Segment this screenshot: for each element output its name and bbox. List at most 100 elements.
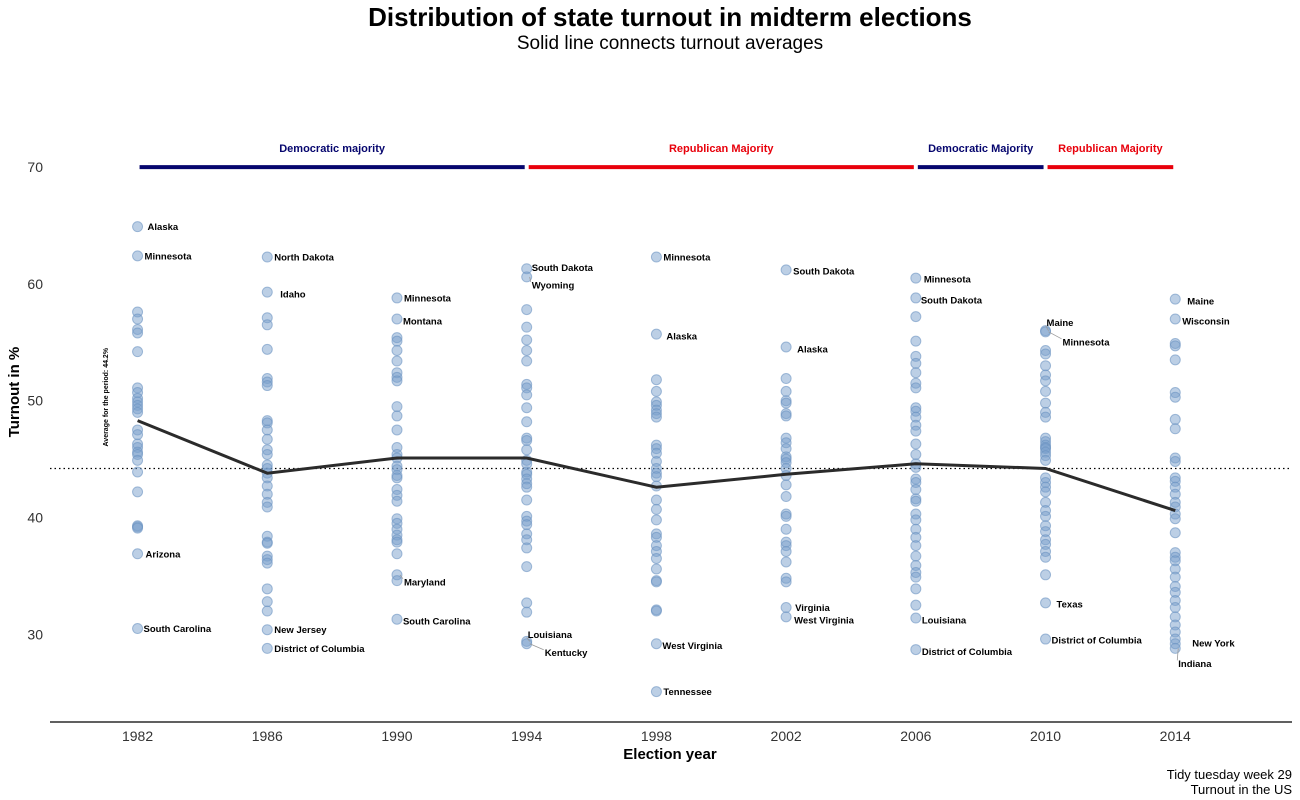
state-point <box>521 402 533 414</box>
state-label: Texas <box>1057 599 1083 610</box>
state-point <box>261 642 273 654</box>
state-point <box>910 514 922 526</box>
y-axis-title: Turnout in % <box>6 347 23 438</box>
state-point <box>261 583 273 595</box>
state-label: South Dakota <box>532 263 594 274</box>
caption-line-2: Turnout in the US <box>1190 782 1292 797</box>
state-label: Minnesota <box>1063 337 1111 348</box>
state-point <box>780 341 792 353</box>
state-point <box>261 624 273 636</box>
state-point <box>1040 385 1052 397</box>
period-average-line: Average for the period: 44.2% <box>50 347 1292 470</box>
state-point <box>521 542 533 554</box>
state-point <box>1040 375 1052 387</box>
state-point <box>521 434 533 446</box>
state-label: Maine <box>1187 297 1214 308</box>
state-label: Alaska <box>148 222 179 233</box>
state-labels: Alaska Minnesota Arizona South Carolina Nort… <box>144 222 1236 698</box>
state-point <box>650 552 662 564</box>
state-label: Kentucky <box>545 648 588 659</box>
state-point <box>391 375 403 387</box>
state-point <box>261 319 273 331</box>
state-label: Montana <box>403 316 443 327</box>
state-point <box>261 251 273 263</box>
state-label: District of Columbia <box>922 647 1013 658</box>
state-point <box>650 514 662 526</box>
state-label: Maryland <box>404 577 446 588</box>
state-point <box>391 355 403 367</box>
state-point <box>650 686 662 698</box>
state-point <box>910 571 922 583</box>
state-point <box>261 286 273 298</box>
state-label: Tennessee <box>663 687 711 698</box>
state-point <box>1040 510 1052 522</box>
state-point <box>521 519 533 531</box>
state-label: Louisiana <box>922 616 967 627</box>
state-point <box>1169 354 1181 366</box>
state-point <box>910 599 922 611</box>
state-point <box>1040 411 1052 423</box>
state-label: Idaho <box>280 290 306 301</box>
state-point <box>521 494 533 506</box>
state-point <box>1040 397 1052 409</box>
state-point <box>780 523 792 535</box>
state-point <box>132 313 144 325</box>
state-point <box>1169 423 1181 435</box>
state-point <box>521 606 533 618</box>
state-label: West Virginia <box>794 615 855 626</box>
state-point <box>391 472 403 484</box>
state-label: West Virginia <box>662 641 723 652</box>
label-leader <box>529 276 532 282</box>
state-point <box>910 438 922 450</box>
state-point <box>910 484 922 496</box>
majority-label: Democratic majority <box>279 143 386 155</box>
state-point <box>780 410 792 422</box>
state-point <box>910 335 922 347</box>
caption-line-1: Tidy tuesday week 29 <box>1166 767 1292 782</box>
state-point <box>780 264 792 276</box>
label-leader <box>1176 648 1179 661</box>
state-point <box>1169 313 1181 325</box>
x-tick-label: 2006 <box>900 728 931 744</box>
state-point <box>650 471 662 483</box>
state-point <box>132 429 144 441</box>
y-axis: 30 40 50 60 70 <box>27 159 43 642</box>
state-point <box>1040 348 1052 360</box>
state-point <box>391 345 403 357</box>
chart-title: Distribution of state turnout in midterm… <box>368 2 972 32</box>
state-point <box>780 397 792 409</box>
state-point <box>391 410 403 422</box>
state-label: South Carolina <box>403 617 471 628</box>
state-point <box>261 501 273 513</box>
state-point <box>910 357 922 369</box>
state-point <box>391 575 403 587</box>
state-point <box>650 638 662 650</box>
state-point <box>910 644 922 656</box>
state-point <box>910 425 922 437</box>
state-point <box>132 466 144 478</box>
state-point <box>132 250 144 262</box>
state-point <box>650 494 662 506</box>
x-tick-label: 1990 <box>381 728 412 744</box>
state-point <box>521 597 533 609</box>
state-point <box>1040 486 1052 498</box>
state-label: New Jersey <box>274 625 327 636</box>
state-point <box>780 491 792 503</box>
state-point <box>1040 569 1052 581</box>
state-point <box>261 433 273 445</box>
state-point <box>132 486 144 498</box>
average-line <box>137 419 1176 513</box>
state-label: Minnesota <box>145 251 193 262</box>
state-point <box>1040 597 1052 609</box>
state-point <box>261 537 273 549</box>
state-point <box>521 345 533 357</box>
state-point <box>261 596 273 608</box>
label-leader <box>529 643 544 651</box>
state-points <box>132 221 1181 698</box>
x-tick-label: 1994 <box>511 728 542 744</box>
state-point <box>132 406 144 418</box>
state-label: Arizona <box>146 549 182 560</box>
state-point <box>261 380 273 392</box>
state-point <box>391 536 403 548</box>
